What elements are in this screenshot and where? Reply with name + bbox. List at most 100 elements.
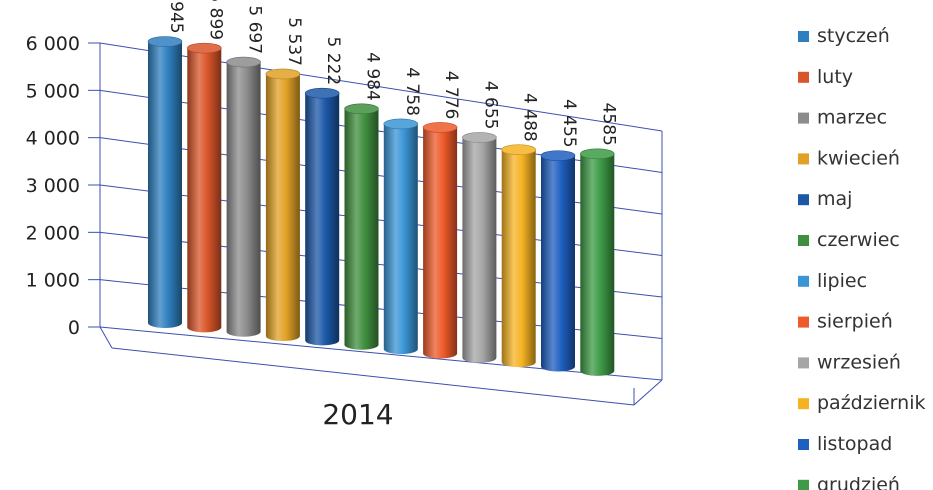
data-labels: 5 945 5 899 5 697 5 537 5 222 4 984 4 758 4 776… [166, 0, 618, 148]
y-tick-label: 2 000 [26, 222, 80, 244]
legend-swatch [798, 439, 809, 450]
gridline [99, 137, 663, 215]
legend: styczeń luty marzec kwiecień maj czerwiec lipi… [798, 25, 925, 490]
bar-body [344, 108, 379, 350]
gridline [99, 231, 663, 298]
bar-top [579, 148, 615, 160]
x-axis: 2014 [322, 398, 393, 431]
bar-body [187, 48, 222, 333]
data-label-wrzesień: 4 655 [480, 81, 500, 130]
legend-swatch [798, 316, 809, 328]
bar-body [148, 41, 182, 328]
bar-top [147, 36, 183, 47]
data-label-maj: 5 222 [323, 37, 343, 86]
bar-top [422, 122, 458, 133]
legend-label: maj [817, 188, 852, 210]
bar-top [265, 68, 301, 80]
axis-line [99, 326, 113, 349]
legend-label: grudzień [817, 474, 900, 490]
legend-label: styczeń [817, 25, 890, 47]
legend-swatch [798, 71, 809, 83]
bar-sierpień [422, 122, 458, 359]
bar-top [501, 144, 537, 156]
bar-body [305, 93, 340, 346]
legend-item-maj: maj [798, 188, 852, 210]
legend-item-styczeń: styczeń [798, 25, 890, 47]
bar-top [187, 42, 222, 54]
x-category-label: 2014 [322, 398, 393, 431]
y-tick-label: 5 000 [26, 80, 80, 102]
y-axis: 0 1 000 2 000 3 000 4 000 5 000 6 000 [26, 33, 663, 406]
legend-item-lipiec: lipiec [798, 270, 867, 292]
bar-body [226, 62, 261, 337]
legend-swatch [798, 357, 809, 369]
bar-marzec [226, 56, 261, 337]
gridline [99, 326, 663, 381]
bar-top [540, 150, 576, 161]
legend-item-grudzień: grudzień [798, 474, 900, 490]
bar-wrzesień [462, 132, 497, 363]
bar-top [304, 87, 340, 99]
axis-line [633, 379, 663, 406]
data-label-kwiecień: 5 537 [284, 17, 304, 66]
legend-swatch [798, 235, 809, 246]
bar-lipiec [383, 118, 419, 355]
y-tick-label: 4 000 [26, 128, 80, 150]
legend-item-luty: luty [798, 66, 853, 88]
gridline [99, 184, 663, 256]
bar-czerwiec [344, 103, 379, 350]
bar-maj [304, 87, 340, 346]
legend-label: czerwiec [817, 229, 900, 251]
bar-body [541, 155, 575, 372]
legend-label: kwiecień [817, 147, 900, 169]
bar-kwiecień [265, 68, 301, 342]
data-label-styczeń: 5 945 [166, 0, 186, 34]
legend-item-czerwiec: czerwiec [798, 229, 900, 251]
legend-label: marzec [817, 107, 887, 129]
bar-top [344, 103, 379, 115]
bar-styczeń [147, 36, 183, 328]
bar-top [383, 118, 419, 130]
legend-swatch [798, 398, 809, 410]
bar-body [501, 149, 536, 368]
data-label-listopad: 4 455 [559, 99, 579, 148]
bar-body [423, 127, 458, 359]
legend-swatch [798, 479, 809, 490]
data-label-lipiec: 4 758 [402, 67, 422, 116]
legend-swatch [798, 153, 809, 165]
legend-swatch [798, 31, 809, 42]
legend-item-listopad: listopad [798, 433, 892, 455]
data-label-sierpień: 4 776 [441, 71, 461, 120]
y-tick-label: 6 000 [26, 33, 80, 55]
axis-line [111, 347, 635, 406]
legend-swatch [798, 275, 809, 287]
bar-body [383, 123, 418, 355]
legend-swatch [798, 112, 809, 124]
data-label-luty: 5 899 [205, 0, 225, 40]
data-label-czerwiec: 4 984 [363, 52, 383, 101]
bar-body [462, 137, 497, 363]
legend-item-sierpień: sierpień [798, 311, 893, 333]
data-label-październik: 4 488 [520, 93, 540, 142]
bar-body [580, 153, 615, 376]
legend-item-kwiecień: kwiecień [798, 147, 900, 169]
data-label-marzec: 5 697 [245, 5, 265, 54]
y-tick-label: 3 000 [26, 175, 80, 197]
legend-swatch [798, 194, 809, 206]
legend-item-wrzesień: wrzesień [798, 351, 901, 373]
bar-luty [187, 42, 222, 333]
bar-top [462, 132, 497, 143]
legend-label: październik [817, 392, 925, 414]
bar-body [265, 73, 300, 342]
bar-listopad [540, 150, 576, 372]
y-tick-label: 1 000 [26, 270, 80, 292]
legend-label: luty [817, 66, 853, 88]
bar-grudzień [579, 148, 615, 376]
data-label-grudzień: 4585 [598, 103, 618, 146]
bar-październik [501, 144, 537, 368]
bars [147, 36, 615, 376]
legend-item-marzec: marzec [798, 107, 887, 129]
gridline [99, 279, 663, 339]
bar-top [226, 56, 261, 68]
